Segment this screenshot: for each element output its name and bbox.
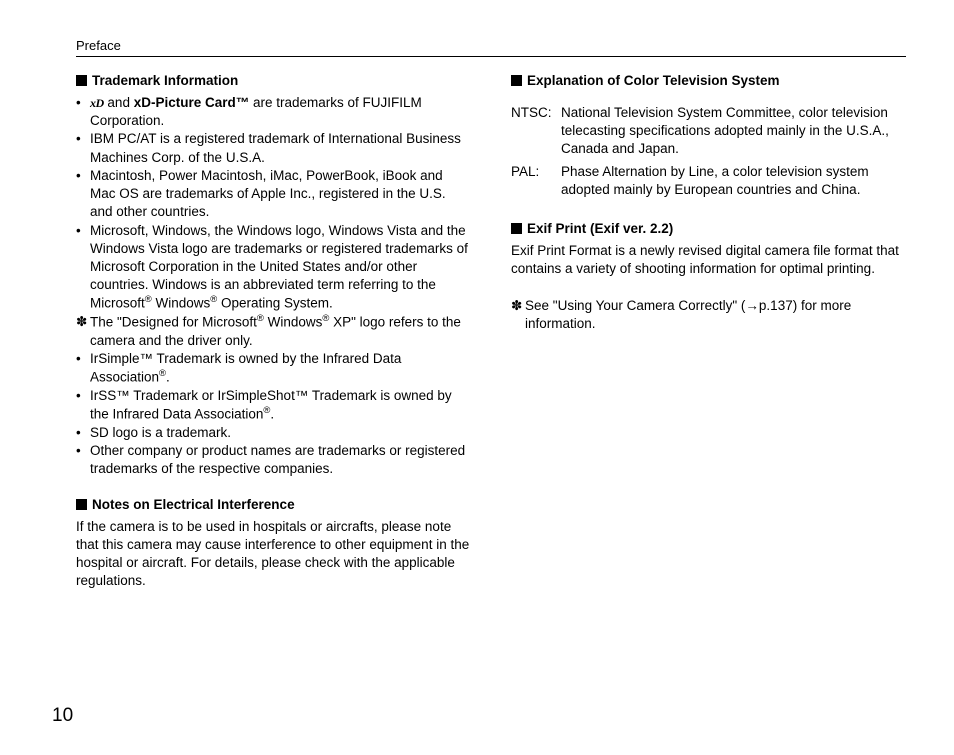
bullet-marker: • xyxy=(76,222,90,314)
bullet-marker: • xyxy=(76,167,90,222)
list-item: •IrSS™ Trademark or IrSimpleShot™ Tradem… xyxy=(76,387,471,424)
list-item-text: Macintosh, Power Macintosh, iMac, PowerB… xyxy=(90,167,471,222)
heading-trademark: Trademark Information xyxy=(76,73,471,88)
trademark-list: •xD and xD-Picture Card™ are trademarks … xyxy=(76,94,471,479)
list-item: •Other company or product names are trad… xyxy=(76,442,471,478)
heading-exif: Exif Print (Exif ver. 2.2) xyxy=(511,221,906,236)
bullet-marker: • xyxy=(76,387,90,424)
definition-row: PAL:Phase Alternation by Line, a color t… xyxy=(511,163,906,199)
list-item-text: Other company or product names are trade… xyxy=(90,442,471,478)
list-item-text: Microsoft, Windows, the Windows logo, Wi… xyxy=(90,222,471,314)
footnote: ✽ See "Using Your Camera Correctly" (→p.… xyxy=(511,297,906,333)
definition-list: NTSC:National Television System Committe… xyxy=(511,104,906,199)
columns: Trademark Information •xD and xD-Picture… xyxy=(76,73,906,590)
bullet-marker: • xyxy=(76,130,90,166)
heading-trademark-text: Trademark Information xyxy=(92,73,238,88)
page-number: 10 xyxy=(52,705,73,727)
square-bullet-icon xyxy=(511,75,522,86)
bullet-marker: • xyxy=(76,350,90,387)
definition-body: Phase Alternation by Line, a color telev… xyxy=(561,163,906,199)
definition-body: National Television System Committee, co… xyxy=(561,104,906,159)
square-bullet-icon xyxy=(76,75,87,86)
bullet-marker: ✽ xyxy=(76,313,90,350)
definition-term: NTSC: xyxy=(511,104,561,159)
heading-color-tv: Explanation of Color Television System xyxy=(511,73,906,88)
heading-interference-text: Notes on Electrical Interference xyxy=(92,497,295,512)
bullet-marker: • xyxy=(76,94,90,130)
page: Preface Trademark Information •xD and xD… xyxy=(0,0,954,610)
square-bullet-icon xyxy=(76,499,87,510)
page-header: Preface xyxy=(76,38,906,57)
list-item-text: IBM PC/AT is a registered trademark of I… xyxy=(90,130,471,166)
list-item-text: SD logo is a trademark. xyxy=(90,424,471,442)
square-bullet-icon xyxy=(511,223,522,234)
list-item: •IBM PC/AT is a registered trademark of … xyxy=(76,130,471,166)
list-item: •SD logo is a trademark. xyxy=(76,424,471,442)
xd-logo-icon: xD xyxy=(90,96,104,110)
list-item: •xD and xD-Picture Card™ are trademarks … xyxy=(76,94,471,130)
list-item-text: The "Designed for Microsoft® Windows® XP… xyxy=(90,313,471,350)
interference-body: If the camera is to be used in hospitals… xyxy=(76,518,471,591)
definition-row: NTSC:National Television System Committe… xyxy=(511,104,906,159)
heading-interference: Notes on Electrical Interference xyxy=(76,497,471,512)
heading-exif-text: Exif Print (Exif ver. 2.2) xyxy=(527,221,673,236)
list-item: •IrSimple™ Trademark is owned by the Inf… xyxy=(76,350,471,387)
list-item: •Microsoft, Windows, the Windows logo, W… xyxy=(76,222,471,314)
exif-body: Exif Print Format is a newly revised dig… xyxy=(511,242,906,278)
list-item-text: xD and xD-Picture Card™ are trademarks o… xyxy=(90,94,471,130)
footnote-marker: ✽ xyxy=(511,297,525,333)
definition-term: PAL: xyxy=(511,163,561,199)
bullet-marker: • xyxy=(76,442,90,478)
heading-color-tv-text: Explanation of Color Television System xyxy=(527,73,780,88)
right-column: Explanation of Color Television System N… xyxy=(511,73,906,590)
list-item: •Macintosh, Power Macintosh, iMac, Power… xyxy=(76,167,471,222)
list-item: ✽The "Designed for Microsoft® Windows® X… xyxy=(76,313,471,350)
list-item-text: IrSimple™ Trademark is owned by the Infr… xyxy=(90,350,471,387)
footnote-text: See "Using Your Camera Correctly" (→p.13… xyxy=(525,297,906,333)
bullet-marker: • xyxy=(76,424,90,442)
left-column: Trademark Information •xD and xD-Picture… xyxy=(76,73,471,590)
list-item-text: IrSS™ Trademark or IrSimpleShot™ Tradema… xyxy=(90,387,471,424)
